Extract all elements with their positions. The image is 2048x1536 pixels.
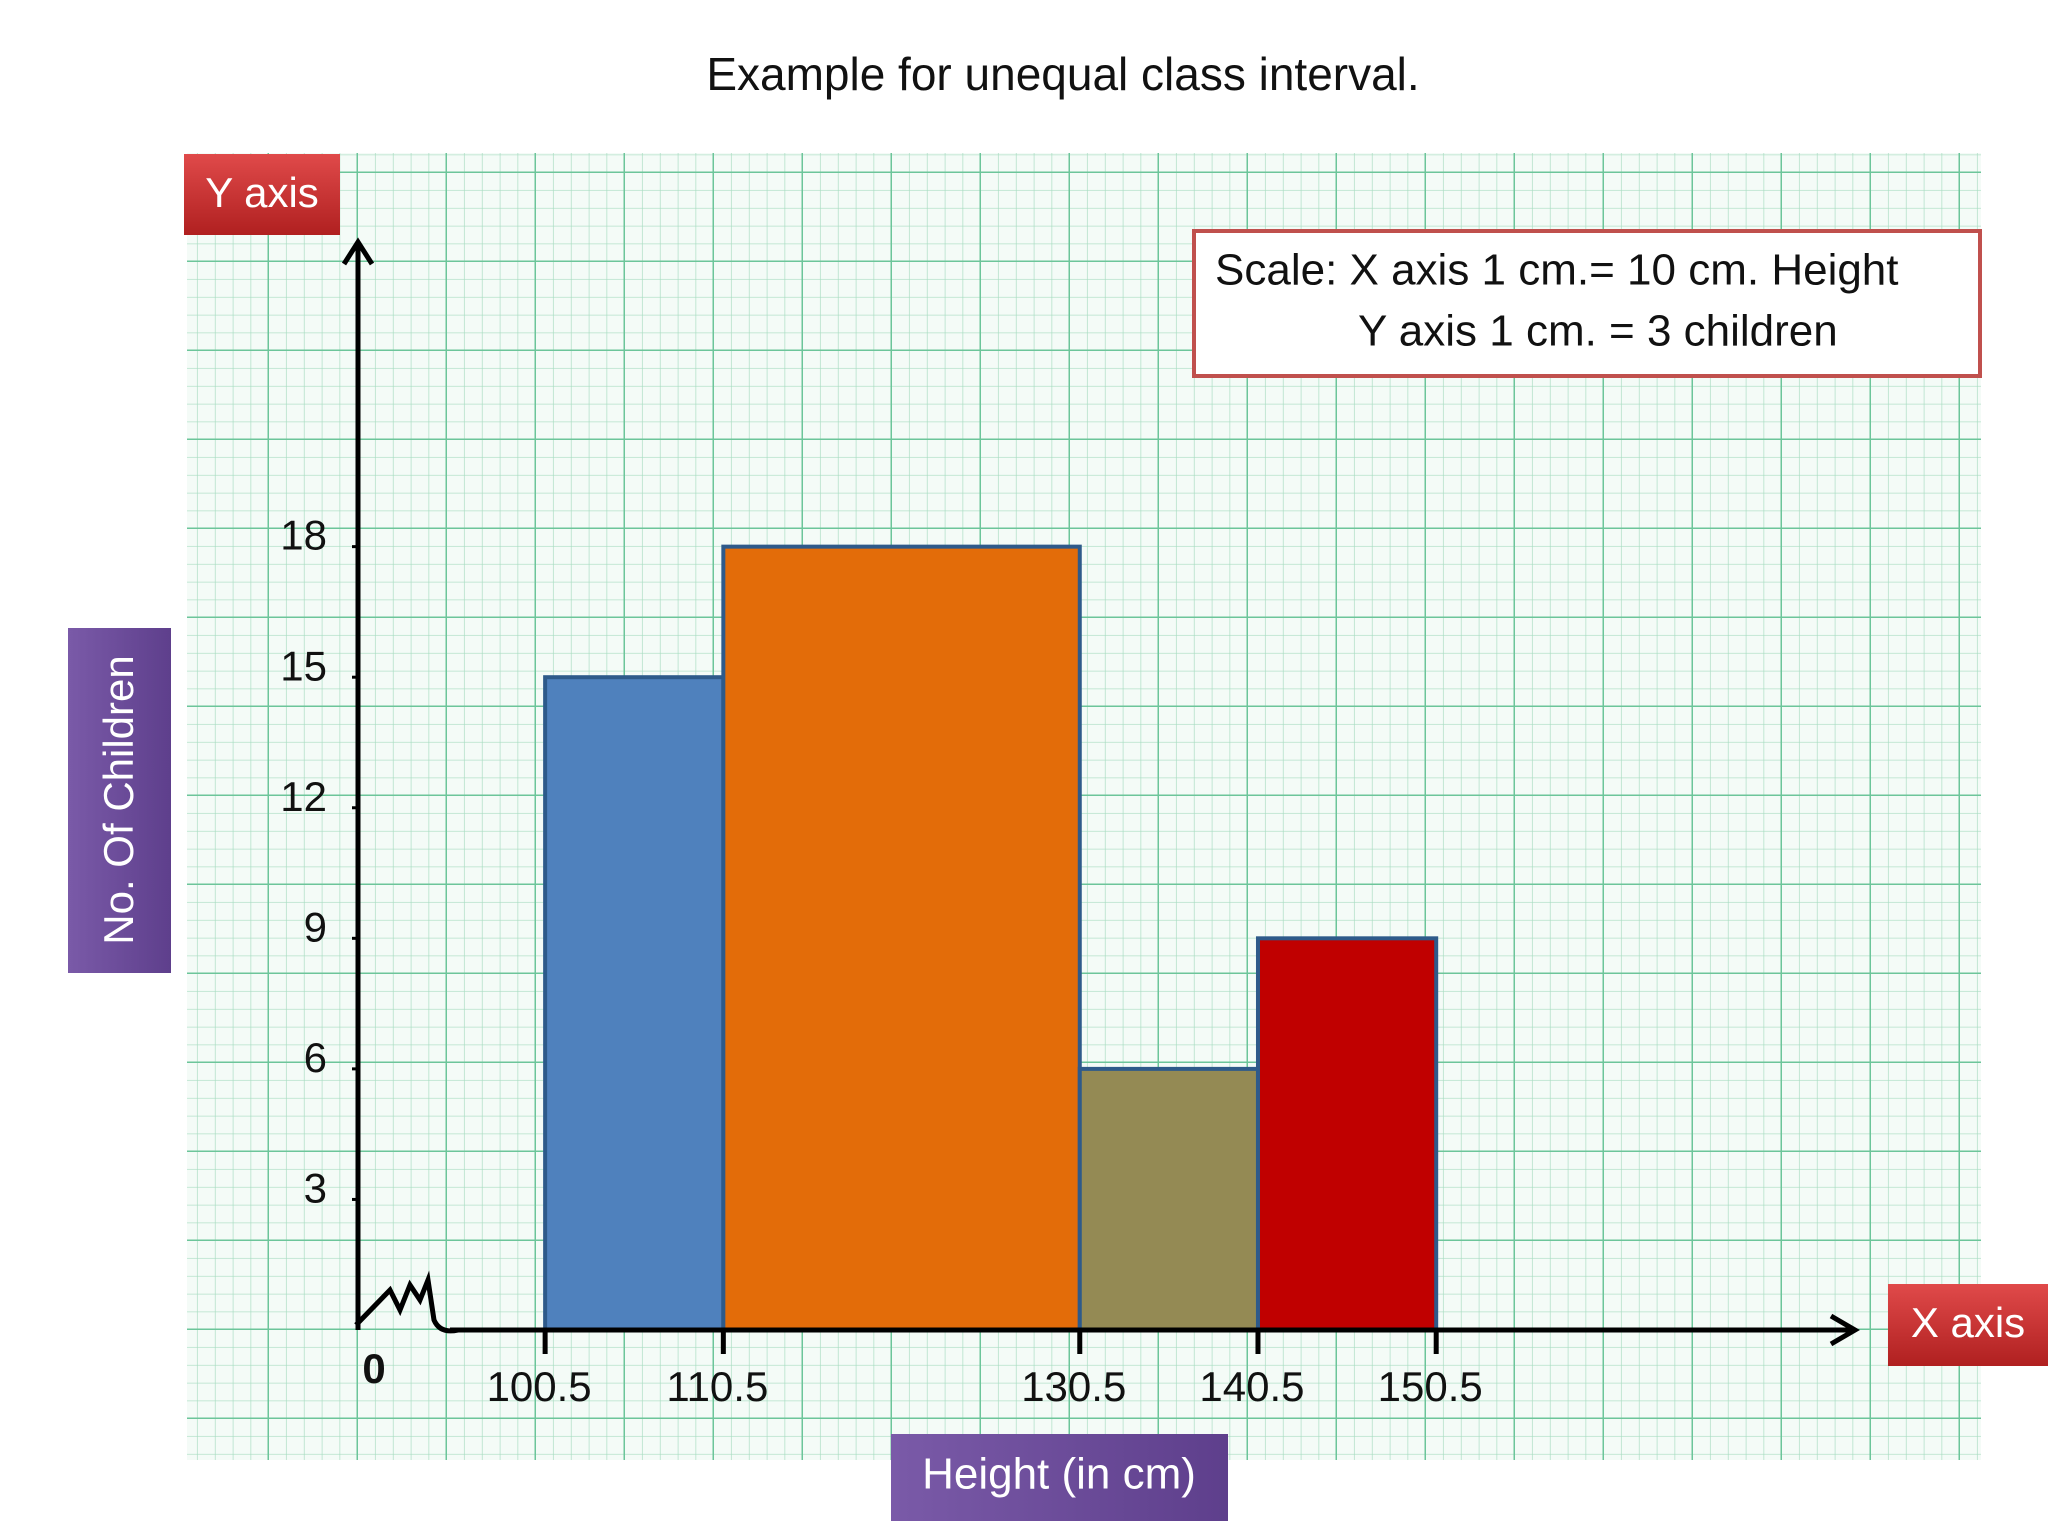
- y-tick-label: 15: [280, 642, 327, 689]
- x-label-box: [891, 1434, 1228, 1521]
- x-tick-label: 140.5: [1199, 1363, 1304, 1410]
- y-tick-label: 6: [304, 1034, 327, 1081]
- x-axis-tag-box: [1888, 1284, 2048, 1366]
- y-axis-label: No. Of Children: [95, 655, 142, 944]
- x-axis-tag: X axis: [1911, 1299, 2025, 1346]
- y-tick-label: 12: [280, 773, 327, 820]
- x-tick-label: 100.5: [487, 1363, 592, 1410]
- y-label-box: [68, 628, 171, 973]
- x-tick-label: 110.5: [666, 1363, 768, 1410]
- y-tick-label: 9: [304, 903, 327, 950]
- origin-label: 0: [362, 1345, 385, 1392]
- scale-note: Y axis 1 cm. = 3 children: [1358, 307, 1838, 356]
- x-axis-label: Height (in cm): [922, 1450, 1196, 1499]
- bar: [543, 675, 726, 1332]
- chart-title: Example for unequal class interval.: [706, 48, 1419, 100]
- y-tick-label: 18: [280, 512, 327, 559]
- bar: [1255, 936, 1439, 1332]
- y-tick-label: 3: [304, 1165, 327, 1212]
- bar: [1077, 1066, 1260, 1332]
- x-tick-label: 130.5: [1021, 1363, 1126, 1410]
- scale-note: Scale: X axis 1 cm.= 10 cm. Height: [1215, 246, 1899, 295]
- bar: [721, 544, 1082, 1332]
- y-axis-tag: Y axis: [205, 169, 319, 216]
- plot: 0 3 6 9 12 15 18 100.5 110.5 130.5 140.5 150.5: [280, 237, 1860, 1410]
- y-axis-arrow: [341, 237, 375, 266]
- scale-box: [1192, 229, 1982, 378]
- x-axis-arrow: [1829, 1313, 1860, 1347]
- y-axis-tag-box: [184, 154, 340, 235]
- x-tick-label: 150.5: [1378, 1363, 1483, 1410]
